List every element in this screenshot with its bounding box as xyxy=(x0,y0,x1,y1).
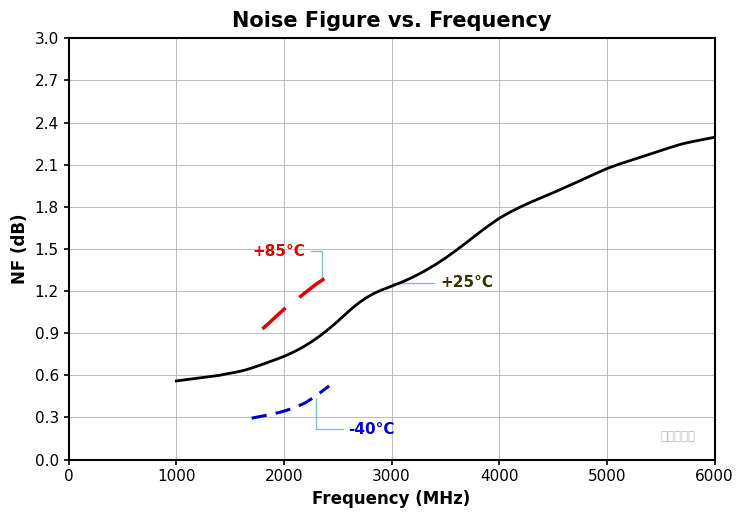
Text: -40°C: -40°C xyxy=(316,399,395,436)
X-axis label: Frequency (MHz): Frequency (MHz) xyxy=(312,490,471,508)
Title: Noise Figure vs. Frequency: Noise Figure vs. Frequency xyxy=(232,11,551,31)
Y-axis label: NF (dB): NF (dB) xyxy=(11,214,29,284)
Text: +85°C: +85°C xyxy=(252,244,322,277)
Text: 嵌入式基地: 嵌入式基地 xyxy=(660,430,695,443)
Text: +25°C: +25°C xyxy=(392,275,493,290)
